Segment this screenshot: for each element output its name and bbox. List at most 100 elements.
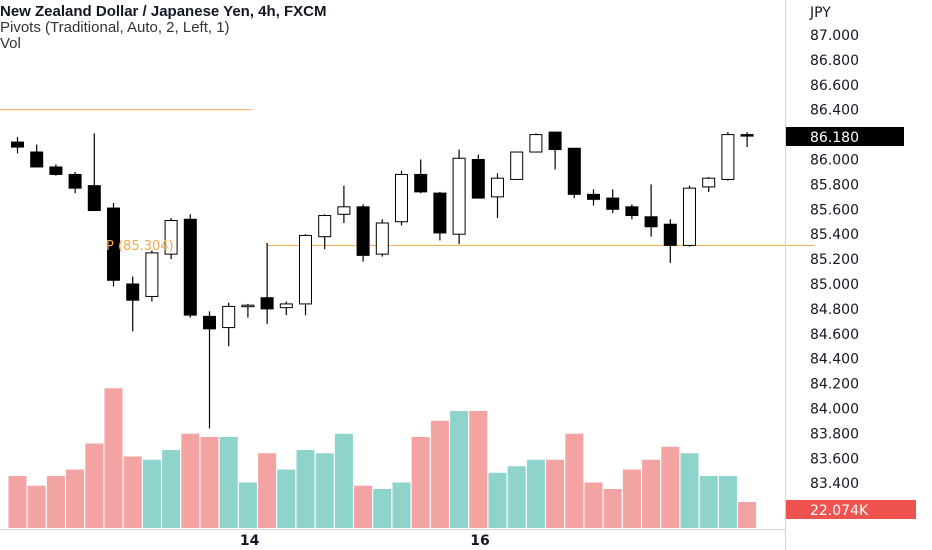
price-tick-label: 86.400: [810, 103, 859, 119]
candle[interactable]: [491, 173, 504, 219]
volume-bar: [718, 476, 737, 528]
candle[interactable]: [721, 132, 735, 181]
volume-bar: [315, 453, 334, 528]
candle[interactable]: [145, 250, 159, 302]
volume-bar: [85, 443, 104, 528]
volume-bar: [488, 472, 507, 528]
candle[interactable]: [740, 132, 754, 148]
candle-body: [721, 134, 735, 180]
candle[interactable]: [395, 170, 408, 226]
candle[interactable]: [606, 189, 620, 214]
price-tick-label: 83.400: [810, 476, 859, 492]
candle[interactable]: [644, 184, 658, 237]
candle-body: [203, 315, 216, 330]
candle[interactable]: [548, 131, 562, 170]
candle-body: [164, 220, 178, 255]
candle-body: [625, 206, 639, 217]
volume-bar: [123, 456, 142, 528]
candle[interactable]: [30, 144, 44, 168]
candle[interactable]: [126, 276, 140, 332]
candle-body: [606, 197, 620, 210]
candle[interactable]: [279, 301, 293, 316]
candle-body: [663, 223, 677, 246]
candle-body: [279, 303, 293, 309]
candle-body: [529, 134, 543, 153]
candle[interactable]: [433, 191, 447, 241]
volume-bar: [66, 469, 85, 528]
candle[interactable]: [414, 159, 428, 194]
price-tick-label: 85.200: [810, 252, 859, 268]
price-tick-label: 83.800: [810, 426, 859, 442]
candle[interactable]: [299, 234, 312, 316]
candle-body: [87, 185, 101, 212]
candle[interactable]: [183, 214, 197, 318]
candle[interactable]: [567, 147, 581, 199]
candle-body: [68, 173, 82, 189]
candle-body: [548, 131, 562, 151]
candle[interactable]: [356, 204, 370, 262]
candle-body: [183, 218, 197, 316]
price-tick-label: 84.600: [810, 327, 859, 343]
candle[interactable]: [510, 151, 524, 180]
candle[interactable]: [222, 302, 236, 347]
candle-body: [30, 151, 44, 168]
candle[interactable]: [318, 214, 332, 250]
volume-bar: [8, 476, 27, 528]
candles: [11, 131, 754, 429]
candle-body: [414, 173, 428, 193]
volume-bar: [430, 420, 449, 528]
volume-bar: [392, 482, 411, 528]
candle[interactable]: [625, 204, 639, 220]
price-tick-label: 84.000: [810, 402, 859, 418]
price-tick-label: 85.600: [810, 202, 859, 218]
candle[interactable]: [107, 203, 120, 287]
candle[interactable]: [203, 311, 216, 429]
candle-body: [11, 141, 24, 148]
pivots-indicator-label[interactable]: Pivots (Traditional, Auto, 2, Left, 1): [0, 19, 230, 36]
candle[interactable]: [49, 164, 63, 176]
volume-bar: [565, 433, 584, 528]
candle[interactable]: [452, 149, 466, 245]
candle[interactable]: [68, 171, 82, 194]
candle[interactable]: [337, 185, 351, 223]
candle-body: [433, 192, 447, 234]
candle[interactable]: [529, 133, 543, 153]
volume-bar: [411, 437, 430, 528]
candle-body: [222, 305, 236, 329]
candle-body: [395, 173, 408, 223]
price-tick-label: 86.600: [810, 78, 859, 94]
volume-bar: [296, 450, 315, 528]
candle-body: [375, 222, 389, 255]
candle[interactable]: [241, 303, 255, 318]
candle-body: [740, 134, 754, 137]
time-axis: 14 16: [240, 533, 490, 549]
candle[interactable]: [375, 219, 389, 257]
volume-indicator-label[interactable]: Vol: [0, 35, 21, 52]
candle-body: [107, 207, 120, 281]
volume-bar: [162, 450, 181, 528]
price-tick-label: 84.800: [810, 302, 859, 318]
candle[interactable]: [471, 154, 485, 199]
candle-body: [299, 234, 312, 305]
volume-bar: [584, 482, 603, 528]
price-tick-label: 84.400: [810, 352, 859, 368]
volume-bar: [603, 489, 622, 528]
candle[interactable]: [164, 218, 178, 260]
symbol-title: New Zealand Dollar / Japanese Yen, 4h, F…: [0, 3, 327, 20]
candle[interactable]: [683, 185, 696, 247]
candle[interactable]: [702, 176, 716, 192]
candle[interactable]: [260, 242, 274, 324]
candle[interactable]: [11, 137, 24, 154]
candle-body: [471, 159, 485, 199]
volume-bar: [373, 489, 392, 528]
candle[interactable]: [663, 219, 677, 263]
candle-body: [241, 304, 255, 308]
volume-bar: [46, 476, 65, 528]
volume-bar: [738, 502, 757, 528]
time-tick-label: 16: [470, 533, 489, 549]
candle[interactable]: [87, 133, 101, 212]
candle-body: [567, 147, 581, 195]
candle[interactable]: [587, 189, 600, 206]
candle-body: [683, 187, 696, 246]
